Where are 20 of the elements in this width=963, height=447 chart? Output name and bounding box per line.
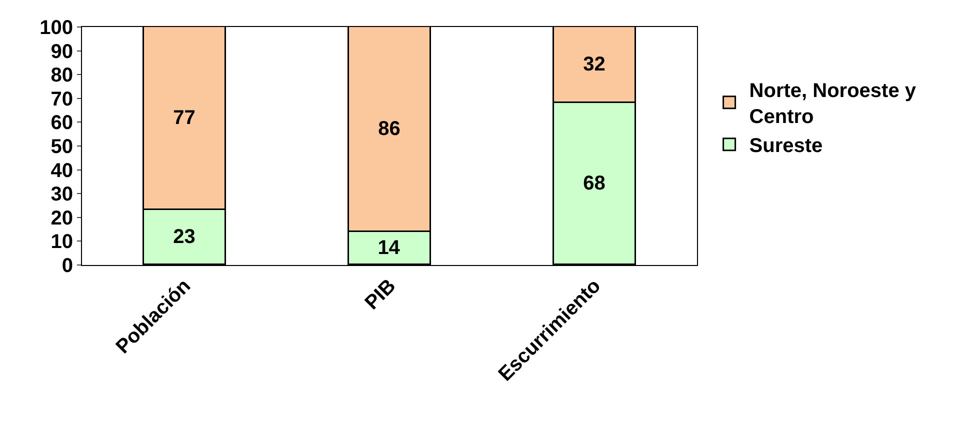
- data-label: 23: [173, 226, 196, 248]
- legend-label: Norte, Noroeste y Centro: [749, 80, 917, 128]
- y-tick-label: 40: [50, 160, 73, 182]
- y-tick-label: 30: [50, 184, 73, 206]
- y-tick-label: 20: [50, 207, 73, 230]
- x-tick-label: PIB: [360, 275, 400, 314]
- y-tick-label: 80: [50, 64, 73, 87]
- data-label: 14: [378, 236, 401, 259]
- y-tick-label: 70: [50, 88, 73, 110]
- y-tick-label: 0: [62, 255, 73, 277]
- y-tick-label: 60: [50, 112, 73, 134]
- data-label: 77: [173, 106, 196, 129]
- legend-label: Sureste: [749, 135, 823, 158]
- y-tick-label: 10: [50, 231, 73, 254]
- data-label: 86: [378, 118, 400, 140]
- y-tick-label: 90: [50, 40, 73, 63]
- data-label: 32: [583, 53, 606, 76]
- y-tick-label: 50: [50, 136, 73, 158]
- y-tick-label: 100: [40, 17, 73, 39]
- data-label: 68: [583, 172, 606, 194]
